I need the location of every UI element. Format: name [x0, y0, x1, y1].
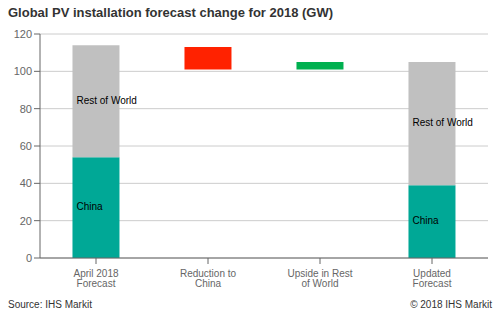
svg-text:April 2018Forecast: April 2018Forecast [73, 268, 118, 289]
svg-text:UpdatedForecast: UpdatedForecast [413, 268, 452, 289]
svg-text:120: 120 [14, 28, 32, 40]
svg-text:40: 40 [20, 177, 32, 189]
html-text:Global PV installation forecas: Global PV installation forecast change f… [8, 5, 334, 20]
svg-text:60: 60 [20, 140, 32, 152]
html-text:Source: IHS Markit: Source: IHS Markit [8, 298, 92, 310]
svg-text:20: 20 [20, 215, 32, 227]
svg-text:Rest of World: Rest of World [412, 117, 472, 128]
svg-text:Rest of World: Rest of World [76, 95, 136, 106]
svg-text:80: 80 [20, 103, 32, 115]
html-text:© 2018 IHS Markit: © 2018 IHS Markit [410, 298, 492, 310]
svg-text:100: 100 [14, 65, 32, 77]
svg-text:China: China [76, 201, 103, 212]
svg-text:Reduction toChina: Reduction toChina [180, 268, 237, 289]
svg-text:Upside in Restof World: Upside in Restof World [287, 268, 352, 289]
svg-text:0: 0 [26, 252, 32, 264]
svg-text:China: China [412, 215, 439, 226]
